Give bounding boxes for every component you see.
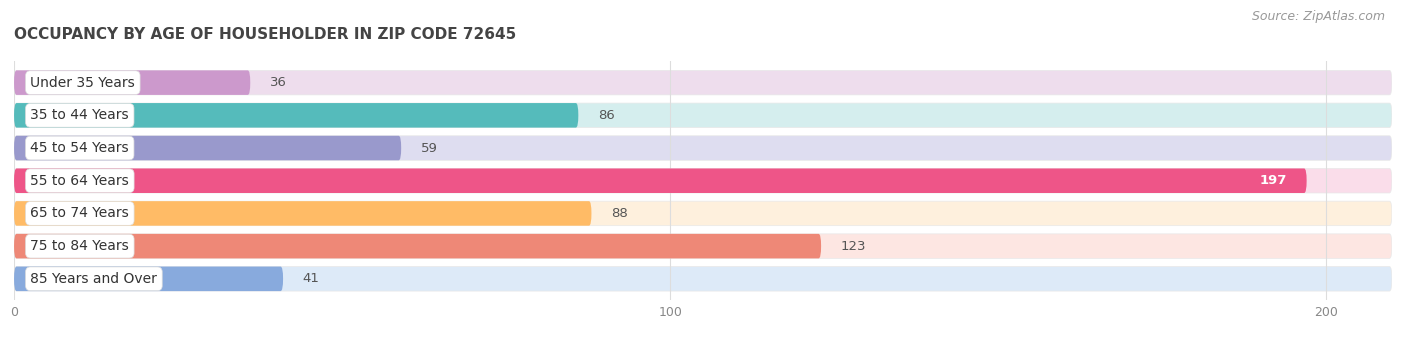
Text: Under 35 Years: Under 35 Years	[31, 76, 135, 90]
FancyBboxPatch shape	[14, 168, 1306, 193]
FancyBboxPatch shape	[14, 168, 1392, 193]
Text: 45 to 54 Years: 45 to 54 Years	[31, 141, 129, 155]
Text: 123: 123	[841, 240, 866, 253]
FancyBboxPatch shape	[14, 201, 592, 226]
Text: 75 to 84 Years: 75 to 84 Years	[31, 239, 129, 253]
FancyBboxPatch shape	[14, 103, 1392, 128]
Text: 41: 41	[302, 272, 319, 285]
FancyBboxPatch shape	[14, 103, 578, 128]
FancyBboxPatch shape	[14, 201, 1392, 226]
Text: 65 to 74 Years: 65 to 74 Years	[31, 206, 129, 220]
Text: 88: 88	[612, 207, 628, 220]
Text: Source: ZipAtlas.com: Source: ZipAtlas.com	[1251, 10, 1385, 23]
Text: 55 to 64 Years: 55 to 64 Years	[31, 174, 129, 188]
Text: 86: 86	[598, 109, 614, 122]
FancyBboxPatch shape	[14, 267, 283, 291]
Text: 59: 59	[420, 142, 437, 154]
FancyBboxPatch shape	[14, 234, 821, 258]
FancyBboxPatch shape	[14, 136, 401, 160]
FancyBboxPatch shape	[14, 234, 1392, 258]
Text: 35 to 44 Years: 35 to 44 Years	[31, 108, 129, 122]
Text: 85 Years and Over: 85 Years and Over	[31, 272, 157, 286]
FancyBboxPatch shape	[14, 70, 1392, 95]
FancyBboxPatch shape	[14, 136, 1392, 160]
FancyBboxPatch shape	[14, 267, 1392, 291]
Text: OCCUPANCY BY AGE OF HOUSEHOLDER IN ZIP CODE 72645: OCCUPANCY BY AGE OF HOUSEHOLDER IN ZIP C…	[14, 27, 516, 42]
Text: 36: 36	[270, 76, 287, 89]
Text: 197: 197	[1260, 174, 1286, 187]
FancyBboxPatch shape	[14, 70, 250, 95]
